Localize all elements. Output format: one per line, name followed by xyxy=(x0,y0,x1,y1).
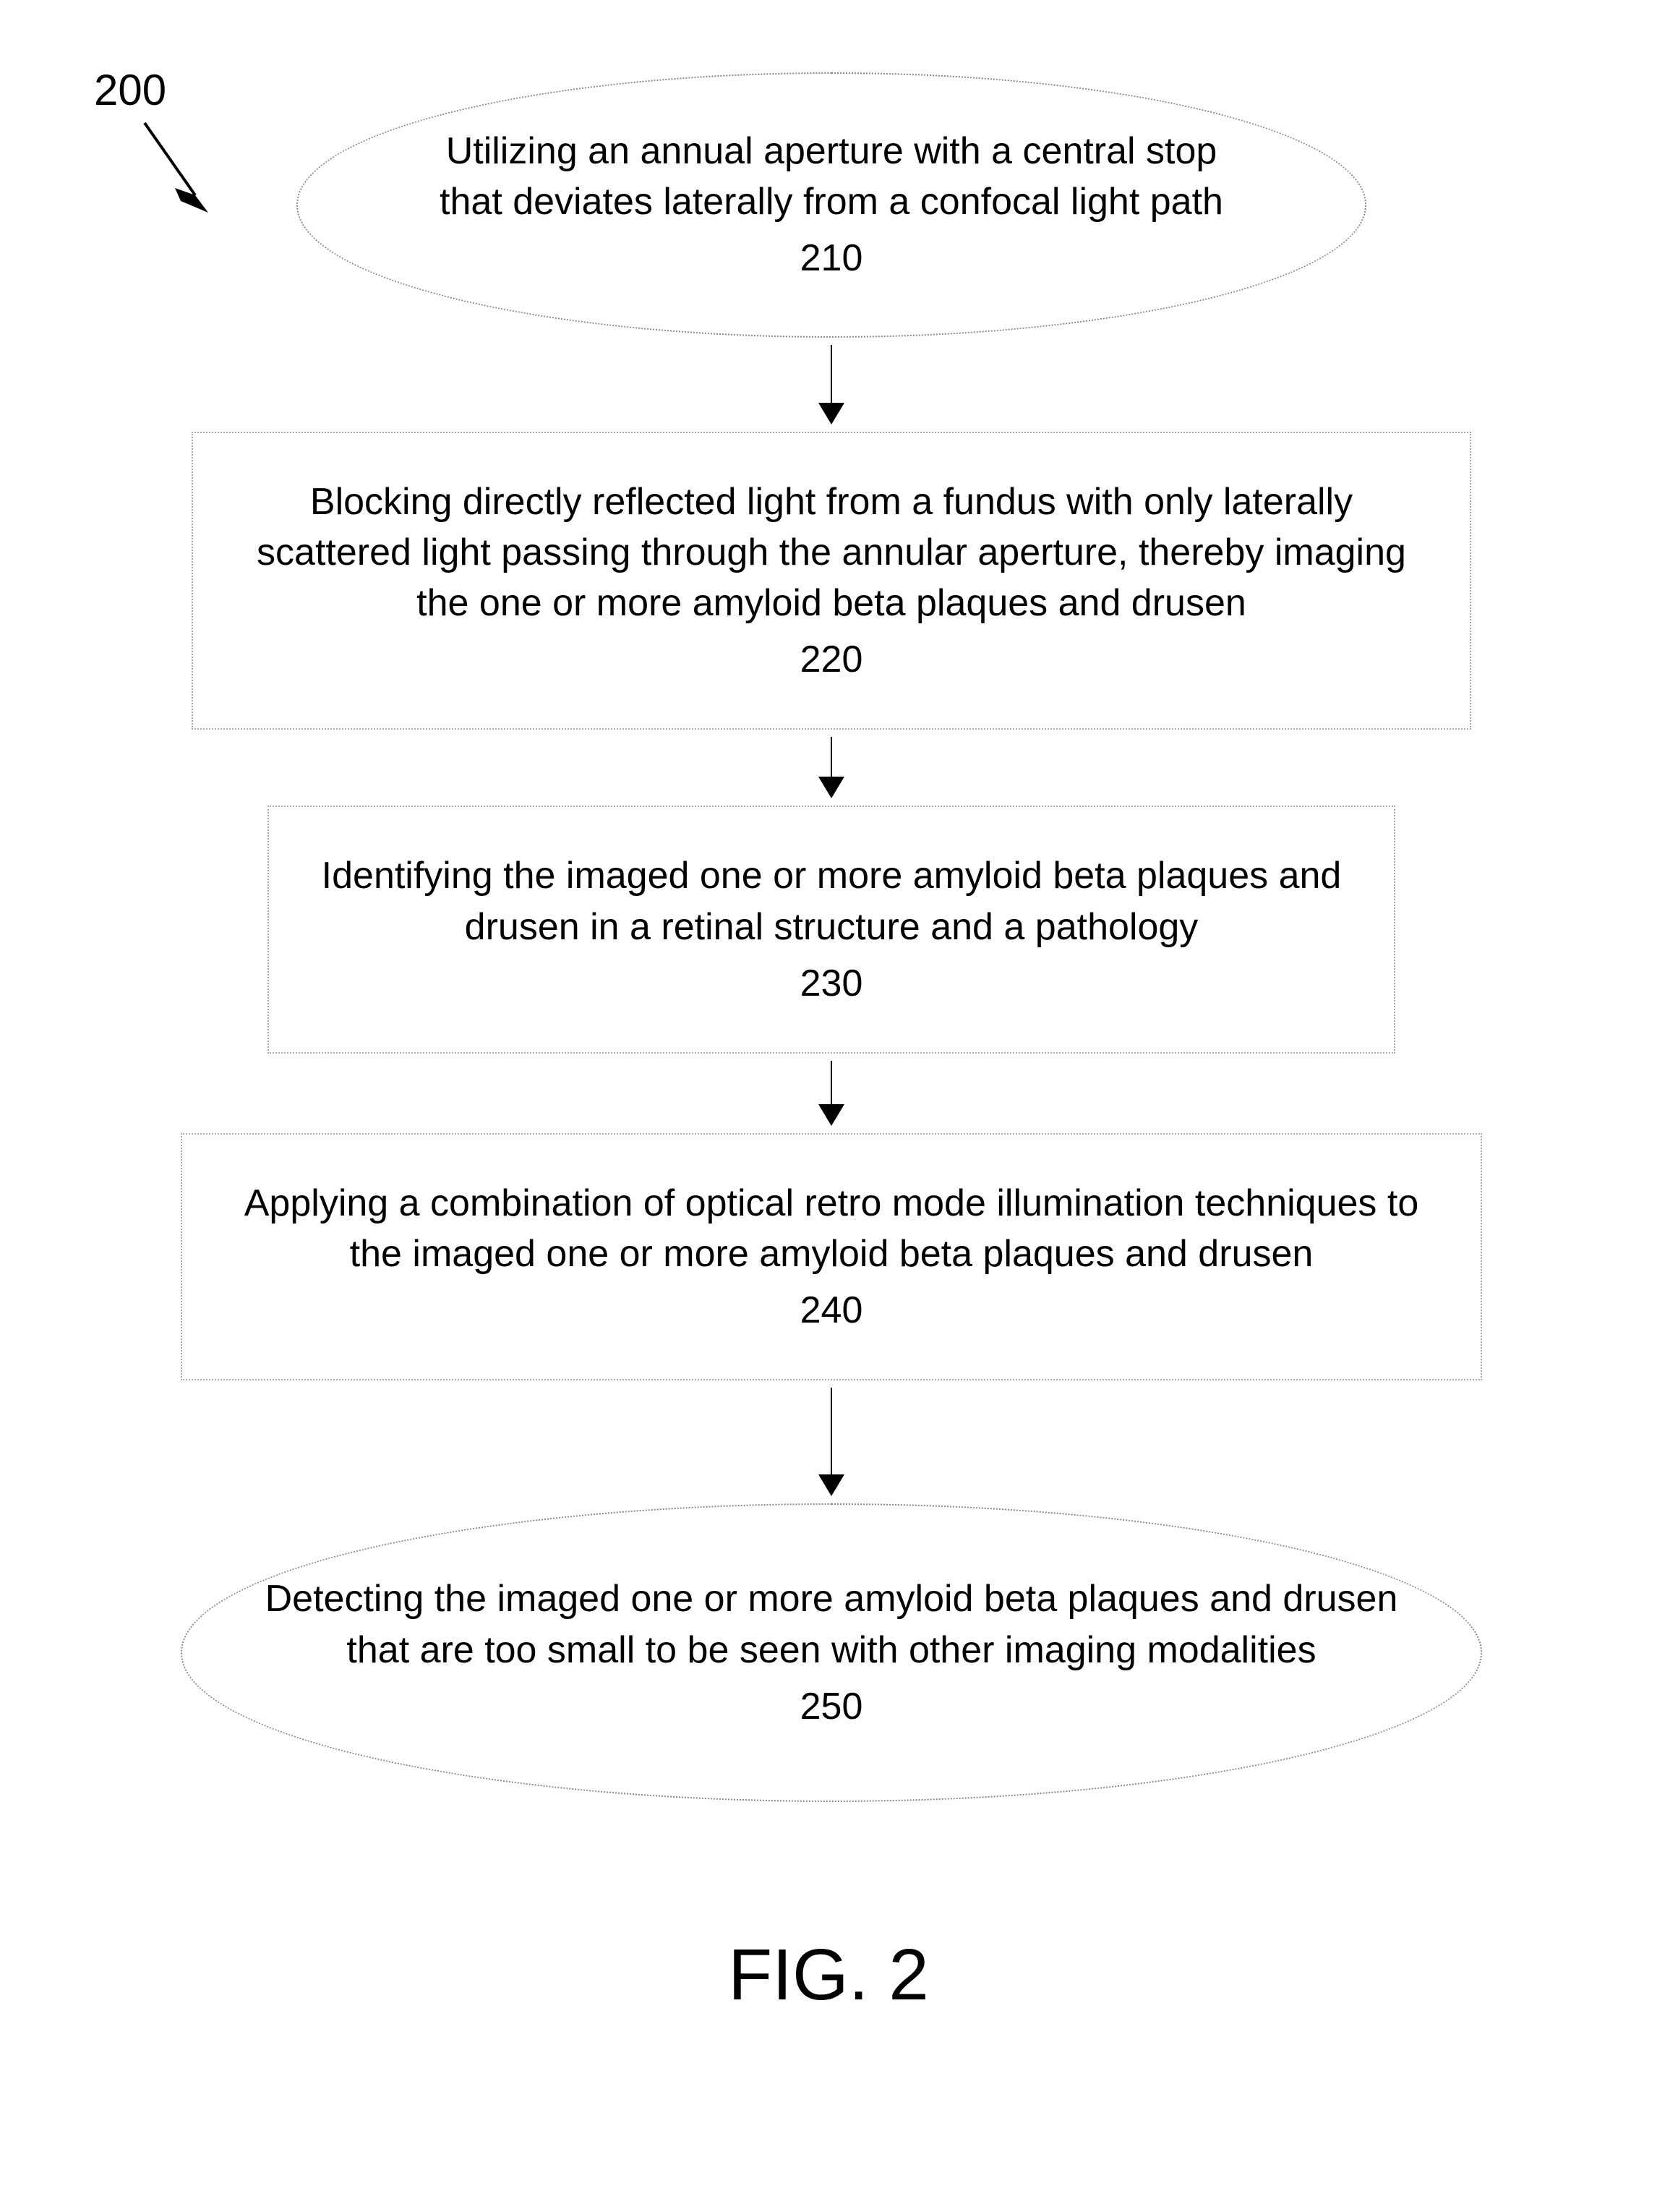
step-250-text: Detecting the imaged one or more amyloid… xyxy=(265,1578,1398,1670)
arrow-3-head xyxy=(818,1104,844,1126)
step-210-text: Utilizing an annual aperture with a cent… xyxy=(440,130,1223,223)
step-250-ellipse: Detecting the imaged one or more amyloid… xyxy=(181,1503,1482,1802)
step-220-number: 220 xyxy=(229,634,1434,685)
flowchart-container: Utilizing an annual aperture with a cent… xyxy=(174,72,1489,1802)
arrow-4-line xyxy=(831,1388,832,1474)
arrow-4-head xyxy=(818,1474,844,1496)
step-240-rect: Applying a combination of optical retro … xyxy=(181,1133,1482,1381)
step-250-number: 250 xyxy=(247,1681,1416,1732)
step-220-text: Blocking directly reflected light from a… xyxy=(257,481,1406,624)
step-230-rect: Identifying the imaged one or more amylo… xyxy=(267,806,1395,1054)
arrow-1 xyxy=(174,345,1489,424)
figure-caption: FIG. 2 xyxy=(728,1934,929,2017)
arrow-2-line xyxy=(831,737,832,777)
step-230-text: Identifying the imaged one or more amylo… xyxy=(322,855,1342,947)
arrow-3 xyxy=(174,1061,1489,1126)
figure-reference-label: 200 xyxy=(94,65,166,115)
step-230-number: 230 xyxy=(305,958,1358,1009)
arrow-4 xyxy=(174,1388,1489,1496)
step-210-ellipse: Utilizing an annual aperture with a cent… xyxy=(296,72,1366,338)
arrow-3-line xyxy=(831,1061,832,1104)
step-220-rect: Blocking directly reflected light from a… xyxy=(192,432,1471,730)
arrow-1-line xyxy=(831,345,832,403)
step-240-number: 240 xyxy=(218,1285,1444,1336)
arrow-1-head xyxy=(818,403,844,424)
step-210-number: 210 xyxy=(414,233,1249,283)
step-240-text: Applying a combination of optical retro … xyxy=(244,1182,1419,1275)
arrow-2 xyxy=(174,737,1489,798)
arrow-2-head xyxy=(818,777,844,798)
